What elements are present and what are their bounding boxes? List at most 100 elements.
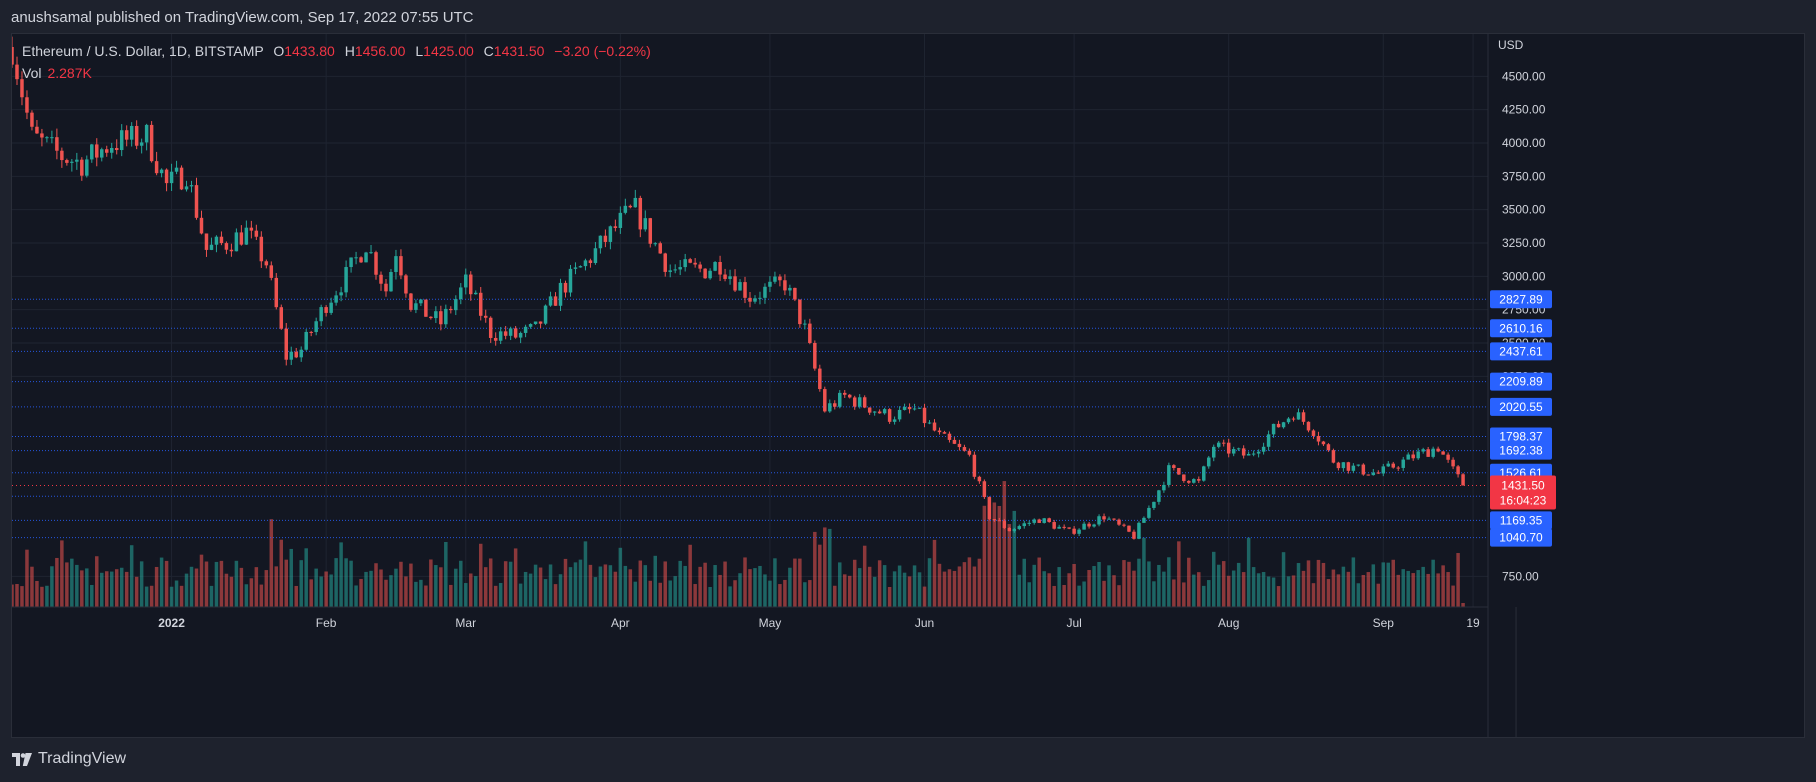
volume-bar (434, 565, 438, 607)
candle-body (932, 422, 937, 431)
volume-bar (219, 560, 224, 607)
volume-bar (1396, 574, 1400, 607)
candle-body (299, 349, 303, 358)
candle-body (713, 262, 717, 271)
volume-bar (932, 539, 937, 607)
volume-bar (653, 555, 658, 607)
volume-bar (518, 583, 523, 607)
volume-bar (404, 576, 408, 607)
candle-body (1416, 451, 1420, 459)
candle-body (124, 130, 129, 140)
candle-body (354, 257, 358, 259)
candle-body (1052, 522, 1056, 529)
candle-body (60, 150, 64, 161)
volume-bar (1072, 563, 1076, 607)
volume-bar (1052, 585, 1056, 607)
volume-bar (80, 570, 84, 607)
volume-bar (1057, 567, 1061, 607)
volume-bar (149, 585, 154, 607)
volume-bar (1406, 570, 1410, 607)
volume-bar (872, 576, 877, 607)
volume-bar (982, 505, 987, 607)
volume-bar (588, 564, 593, 607)
candle-body (877, 411, 882, 414)
volume-bar (439, 567, 443, 607)
volume-bar (842, 574, 847, 607)
volume-bar (154, 566, 159, 607)
volume-bar (1281, 552, 1286, 607)
candle-body (1122, 524, 1126, 526)
volume-bar (1192, 574, 1196, 607)
volume-bar (189, 566, 194, 607)
volume-bar (1022, 558, 1027, 607)
candle-body (658, 243, 662, 254)
chart-panel[interactable]: USD 4500.00 4250.00 4000.00 3750.00 3500.00 32… (11, 33, 1805, 738)
volume-bar (264, 570, 269, 607)
volume-bar (773, 558, 777, 607)
volume-bar (838, 562, 842, 607)
volume-bar (344, 558, 348, 607)
volume-bar (15, 584, 19, 607)
volume-bar (823, 527, 827, 607)
volume-bar (329, 574, 333, 607)
volume-bar (1127, 561, 1131, 607)
candle-body (1022, 523, 1027, 527)
price-tick-label: 3750.00 (1502, 169, 1546, 183)
candle-body (803, 323, 807, 325)
volume-bar (1381, 562, 1386, 607)
candle-body (823, 389, 827, 412)
candle-body (344, 267, 348, 293)
volume-bar (174, 580, 179, 607)
volume-bar (623, 565, 628, 607)
volume-bar (663, 561, 667, 607)
candle-body (1436, 448, 1440, 452)
volume-bar (1187, 557, 1191, 607)
candle-body (1326, 444, 1331, 451)
candle-body (842, 392, 847, 395)
symbol-description[interactable]: Ethereum / U.S. Dollar, 1D, BITSTAMP (22, 43, 264, 59)
volume-bar (374, 563, 378, 607)
candle-body (309, 331, 313, 333)
candle-body (703, 268, 707, 279)
candle-body (289, 351, 293, 360)
volume-bar (583, 541, 588, 607)
candle-body (673, 269, 677, 271)
volume-bar (134, 576, 139, 607)
candle-body (1107, 518, 1111, 520)
candle-body (189, 185, 194, 187)
candle-body (409, 293, 413, 310)
volume-bar (1241, 572, 1246, 607)
candle-body (653, 243, 658, 245)
volume-bar (618, 547, 623, 607)
candle-body (379, 274, 383, 284)
volume-bar (1291, 575, 1296, 607)
volume-bar (179, 585, 184, 607)
volume-bar (1067, 573, 1071, 607)
volume-bar (214, 561, 219, 607)
candle-body (45, 137, 49, 139)
volume-bar (1211, 551, 1216, 607)
candle-body (493, 337, 498, 341)
volume-bar (852, 559, 857, 607)
candle-body (528, 324, 533, 327)
volume-bar (319, 576, 323, 607)
high-label: H (344, 43, 355, 59)
price-chart[interactable]: USD 4500.00 4250.00 4000.00 3750.00 3500.00 32… (12, 34, 1804, 737)
candle-body (518, 332, 523, 338)
volume-bar (688, 544, 692, 607)
candle-body (1271, 423, 1276, 435)
candle-body (553, 296, 558, 306)
level-price-label: 1798.37 (1499, 430, 1543, 444)
candle-body (439, 311, 443, 325)
volume-bar (1361, 574, 1366, 607)
candle-body (1266, 434, 1271, 447)
candle-body (578, 266, 583, 268)
volume-bar (1097, 561, 1101, 607)
footer-brand[interactable]: TradingView (12, 750, 126, 768)
candle-body (194, 185, 199, 218)
low-label: L (415, 43, 424, 59)
volume-bar (409, 563, 413, 607)
level-price-tag (1490, 441, 1552, 460)
volume-label[interactable]: Vol (22, 65, 42, 81)
currency-label: USD (1498, 38, 1524, 52)
